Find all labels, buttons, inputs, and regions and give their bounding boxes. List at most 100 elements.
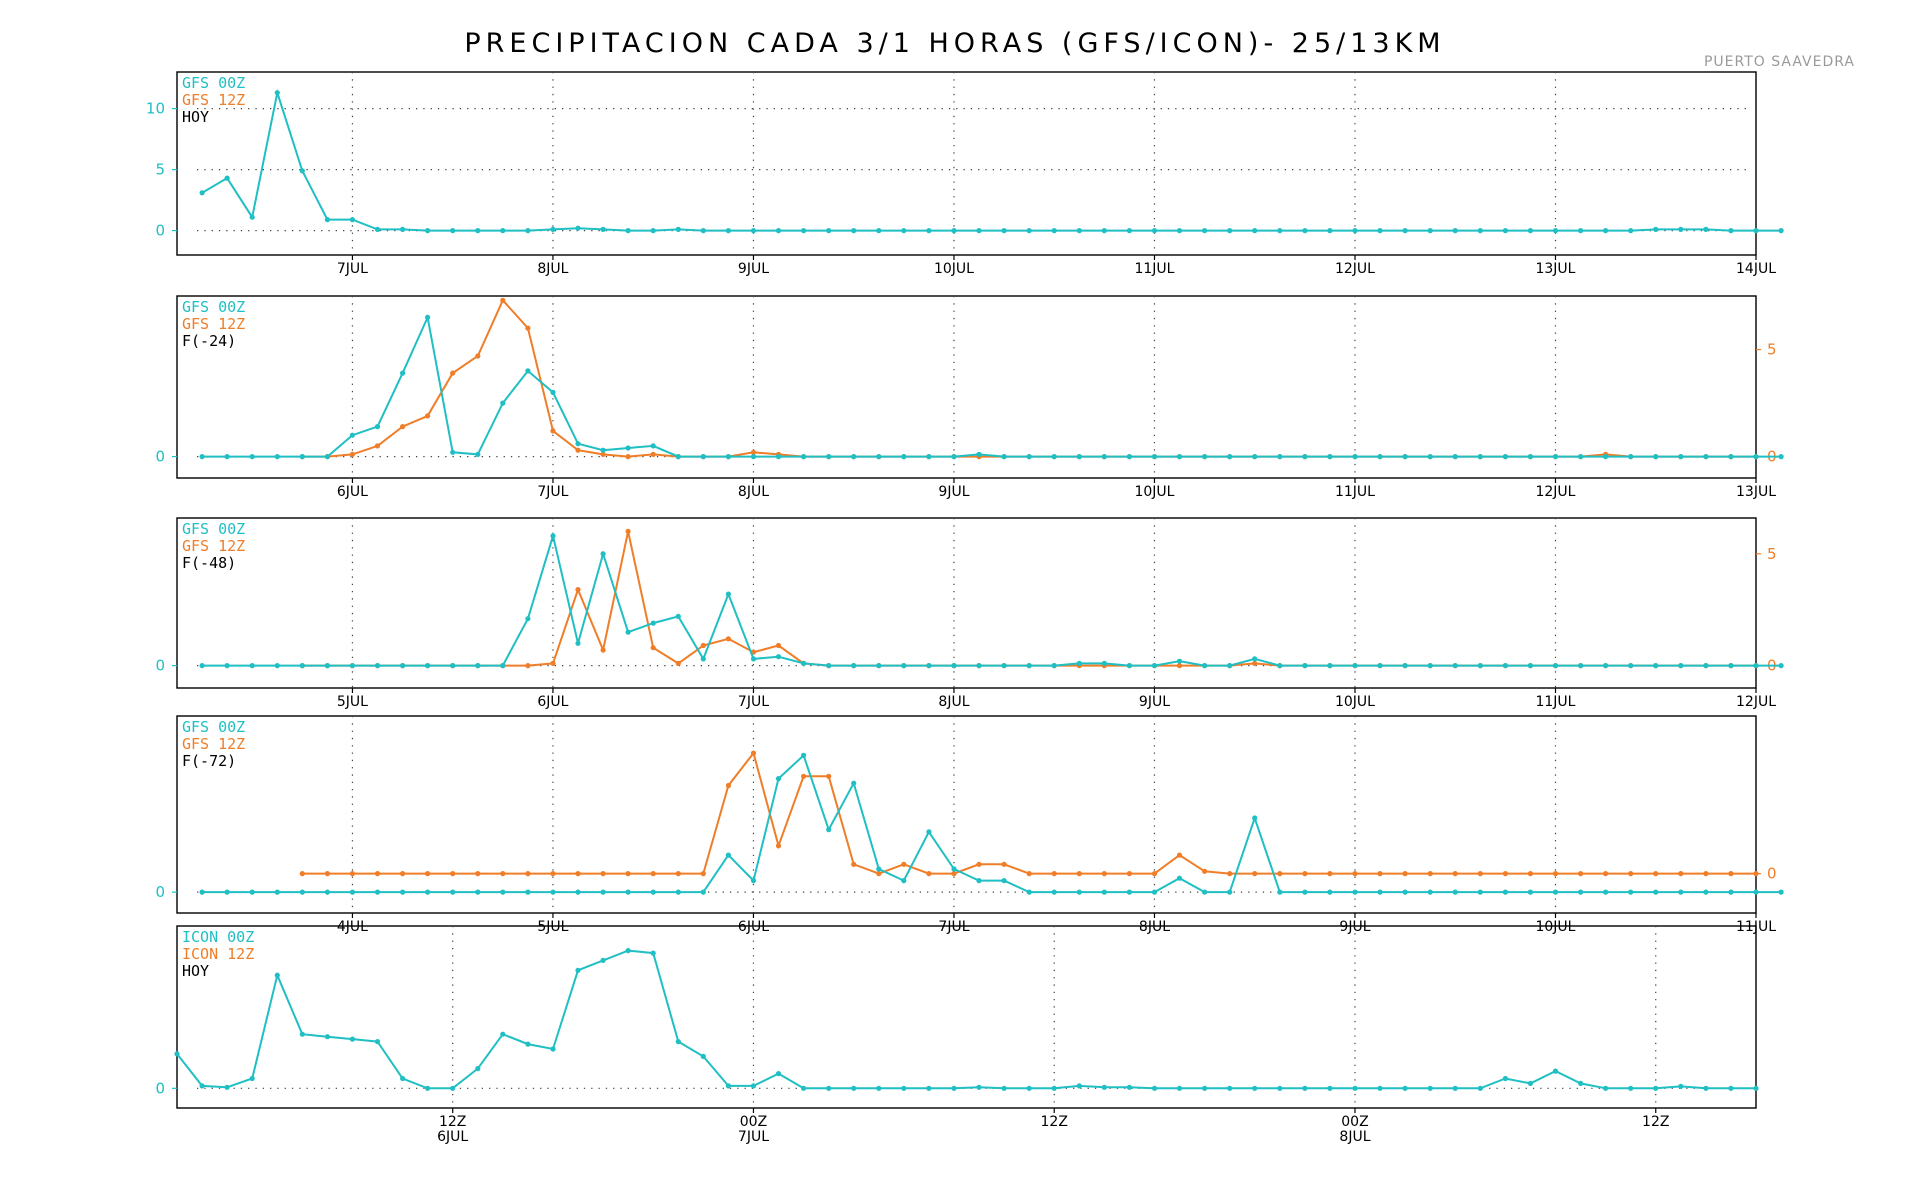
data-point [1001, 1085, 1007, 1091]
data-point [450, 663, 456, 669]
data-point [851, 861, 857, 867]
data-point [1202, 1085, 1208, 1091]
data-point [951, 454, 957, 460]
data-point [299, 454, 305, 460]
data-point [450, 889, 456, 895]
data-point [1076, 228, 1082, 234]
data-point [650, 620, 656, 626]
data-point [299, 663, 305, 669]
data-point [1051, 228, 1057, 234]
data-point [700, 1053, 706, 1059]
data-point [1427, 454, 1433, 460]
x-tick-label: 8JUL [738, 484, 769, 500]
x-tick-label: 14JUL [1736, 261, 1776, 277]
data-point [1327, 889, 1333, 895]
data-point [1452, 871, 1458, 877]
data-point [901, 228, 907, 234]
data-point [199, 454, 205, 460]
data-point [775, 1071, 782, 1077]
data-point [1227, 454, 1233, 460]
data-point [625, 445, 631, 451]
data-point [1552, 889, 1559, 895]
data-point [1552, 454, 1559, 460]
data-point [1427, 889, 1433, 895]
data-point [1578, 454, 1584, 460]
data-point [1302, 663, 1308, 669]
data-point [1477, 871, 1483, 877]
data-point [500, 1031, 506, 1037]
data-point [475, 663, 481, 669]
chart-title: PRECIPITACION CADA 3/1 HORAS (GFS/ICON)-… [464, 28, 1445, 59]
data-point [876, 663, 882, 669]
data-point [1527, 889, 1533, 895]
data-point [801, 660, 807, 667]
data-point [951, 866, 957, 872]
x-tick-label: 10JUL [1134, 484, 1174, 500]
data-point [1452, 1085, 1458, 1091]
x-tick-label-date: 7JUL [738, 1129, 769, 1145]
data-point [1026, 228, 1032, 234]
data-point [1352, 663, 1358, 669]
data-point [675, 1039, 681, 1045]
data-point [775, 454, 782, 460]
x-tick-label: 00Z [740, 1114, 767, 1130]
data-point [1653, 889, 1659, 895]
data-point [1628, 871, 1634, 877]
data-point [1402, 454, 1408, 460]
data-point [1277, 889, 1283, 895]
legend-entry: F(-48) [182, 554, 236, 572]
data-point [851, 663, 857, 669]
data-point [525, 871, 531, 877]
series-gfs-00z [199, 314, 1784, 460]
data-point [976, 663, 982, 669]
data-point [450, 228, 456, 234]
data-point [1252, 815, 1258, 821]
data-point [249, 214, 255, 220]
data-point [274, 889, 280, 895]
data-point [1653, 871, 1659, 877]
data-point [1427, 663, 1433, 669]
data-point [425, 413, 431, 419]
data-point [1703, 663, 1709, 669]
data-point [1352, 228, 1358, 234]
data-point [1728, 454, 1734, 460]
x-tick-label-date: 6JUL [437, 1129, 468, 1145]
data-point [425, 663, 431, 669]
legend-entry: GFS 00Z [182, 718, 245, 736]
x-tick-label: 10JUL [934, 261, 974, 277]
data-point [374, 424, 381, 430]
data-point [199, 663, 205, 669]
data-point [224, 175, 230, 181]
data-point [725, 591, 732, 597]
data-point [650, 228, 656, 234]
data-point [249, 1075, 255, 1082]
data-point [1352, 454, 1358, 460]
series-line [202, 532, 1782, 667]
data-point [324, 871, 330, 877]
data-point [1578, 871, 1584, 877]
legend-entry: F(-72) [182, 752, 236, 770]
data-point [1628, 889, 1634, 895]
data-point [525, 889, 531, 895]
data-point [575, 967, 581, 973]
data-point [725, 636, 732, 642]
data-point [1126, 228, 1132, 234]
series-line [202, 753, 1782, 894]
x-tick-label: 5JUL [537, 919, 568, 935]
data-point [550, 428, 556, 434]
data-point [801, 454, 807, 460]
data-point [876, 866, 882, 872]
x-tick-label: 10JUL [1335, 694, 1375, 710]
data-point [1527, 454, 1533, 460]
data-point [1703, 1085, 1709, 1091]
data-point [1552, 871, 1559, 877]
data-point [400, 424, 406, 430]
plot-frame [176, 71, 1757, 256]
data-point [1176, 875, 1183, 881]
data-point [575, 225, 581, 231]
series-line [201, 88, 1782, 232]
data-point [901, 1085, 907, 1091]
x-tick-label: 12JUL [1535, 484, 1575, 500]
data-point [1753, 1085, 1759, 1091]
